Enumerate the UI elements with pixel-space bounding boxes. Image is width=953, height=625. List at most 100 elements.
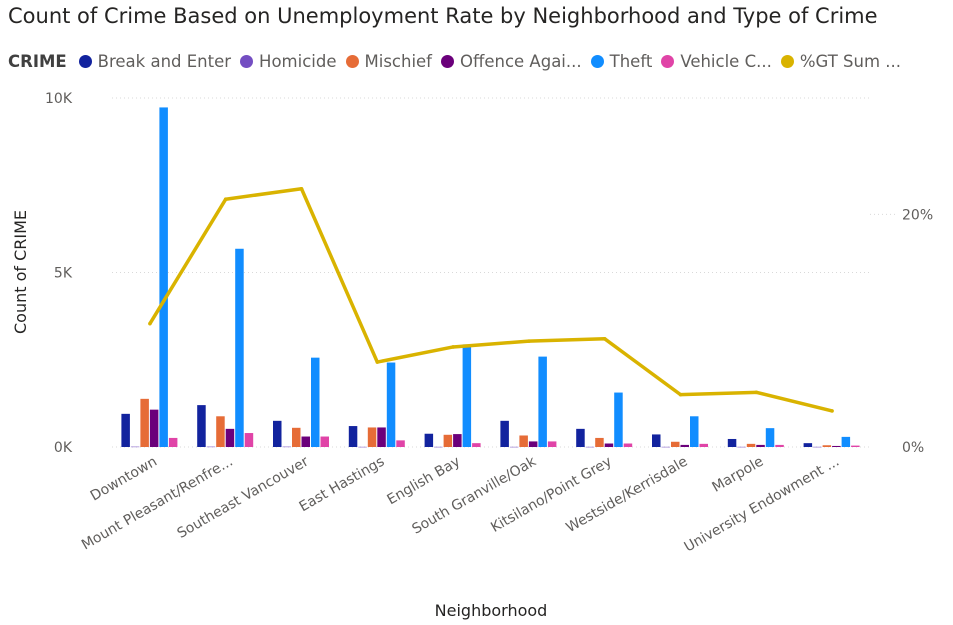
bar-homicide <box>358 446 367 448</box>
y-tick-label: 0K <box>54 440 73 456</box>
bar-vehicle-collision <box>244 433 254 447</box>
bar-mischief <box>140 398 149 447</box>
bar-theft <box>690 416 699 447</box>
line-point <box>148 321 152 326</box>
bar-vehicle-collision <box>168 437 178 447</box>
bar-break-and-enter <box>273 420 282 447</box>
bar-mischief <box>822 445 832 447</box>
legend-item-break-and-enter[interactable]: Break and Enter <box>78 51 232 71</box>
legend-swatch <box>240 54 254 68</box>
bar-vehicle-collision <box>547 441 557 447</box>
x-tick-label: Kitsilano/Point Grey <box>488 454 614 536</box>
bar-offence-against-a-person <box>453 434 462 447</box>
bar-homicide <box>737 446 746 448</box>
legend-swatch <box>661 54 675 68</box>
bar-theft <box>386 362 396 447</box>
line-point <box>223 197 228 202</box>
legend-label: Break and Enter <box>97 51 232 71</box>
bar-theft <box>538 356 547 447</box>
bar-offence-against-a-person <box>225 428 235 447</box>
legend-item-theft[interactable]: Theft <box>590 51 653 71</box>
legend-label: Homicide <box>259 51 337 71</box>
bar-offence-against-a-person <box>832 445 841 447</box>
legend-item-offence-agai[interactable]: Offence Agai... <box>441 52 582 71</box>
bar-theft <box>235 248 244 447</box>
line-point <box>451 345 455 349</box>
bar-mischief <box>671 441 680 447</box>
legend-item-homicide[interactable]: Homicide <box>240 51 337 71</box>
legend-label: Theft <box>609 51 653 71</box>
bar-offence-against-a-person <box>301 436 310 447</box>
bar-break-and-enter <box>348 426 358 447</box>
bar-offence-against-a-person <box>604 443 614 447</box>
x-tick-label: Marpole <box>709 454 766 496</box>
legend-item-gt-sum[interactable]: %GT Sum ... <box>780 51 902 71</box>
bar-break-and-enter <box>424 433 434 447</box>
bar-vehicle-collision <box>699 443 708 447</box>
line-point <box>678 392 683 397</box>
legend-label: Vehicle C... <box>680 51 772 71</box>
bar-offence-against-a-person <box>377 427 386 447</box>
bar-homicide <box>661 446 670 448</box>
bar-homicide <box>282 446 291 448</box>
bar-break-and-enter <box>803 443 813 447</box>
bar-vehicle-collision <box>775 444 784 447</box>
legend-swatch <box>590 54 604 68</box>
line-point <box>299 186 304 191</box>
bar-vehicle-collision <box>320 436 329 447</box>
x-axis-title: Neighborhood <box>435 601 548 620</box>
x-tick-label: Westside/Kerrisdale <box>564 454 691 537</box>
bar-homicide <box>585 446 595 448</box>
bar-mischief <box>216 416 225 447</box>
y2-tick-label: 20% <box>902 207 933 223</box>
legend-swatch <box>441 54 454 68</box>
legend: CRIME Break and Enter Homicide Mischief Off… <box>8 50 910 72</box>
bar-offence-against-a-person <box>680 444 689 447</box>
y-tick-label: 5K <box>54 266 73 282</box>
bar-mischief <box>292 427 301 447</box>
legend-item-mischief[interactable]: Mischief <box>345 51 433 71</box>
bar-vehicle-collision <box>472 443 481 447</box>
bar-break-and-enter <box>121 413 130 447</box>
bar-offence-against-a-person <box>756 444 765 447</box>
y2-tick-label: 0% <box>902 440 924 456</box>
bar-theft <box>765 428 775 447</box>
line-gt-sum <box>148 186 833 413</box>
bar-homicide <box>434 446 443 448</box>
bar-theft <box>614 392 623 447</box>
bar-theft <box>159 107 168 447</box>
bar-homicide <box>206 446 216 448</box>
legend-title: CRIME <box>8 51 67 71</box>
bar-break-and-enter <box>652 434 661 447</box>
x-tick-label: East Hastings <box>297 454 388 516</box>
bar-break-and-enter <box>727 438 737 447</box>
bar-mischief <box>746 443 756 447</box>
y-tick-label: 10K <box>45 91 73 107</box>
bar-homicide <box>813 446 822 448</box>
bar-theft <box>841 436 851 447</box>
bar-vehicle-collision <box>396 440 405 447</box>
bar-homicide <box>509 446 519 448</box>
chart-title: Count of Crime Based on Unemployment Rat… <box>8 4 878 28</box>
legend-swatch <box>78 54 92 68</box>
y-axis-title: Count of CRIME <box>11 210 30 334</box>
bar-mischief <box>443 434 453 447</box>
line-point <box>527 339 531 343</box>
bar-offence-against-a-person <box>149 409 159 447</box>
line-point <box>602 337 607 341</box>
bar-mischief <box>367 427 377 447</box>
line-point <box>375 360 380 364</box>
x-tick-label: South Granville/Oak <box>409 453 539 537</box>
bar-break-and-enter <box>197 405 206 447</box>
bar-offence-against-a-person <box>528 441 538 447</box>
bar-vehicle-collision <box>623 443 633 447</box>
line-point <box>830 409 834 413</box>
line-point <box>754 390 759 395</box>
legend-label: Mischief <box>364 51 433 71</box>
legend-label: %GT Sum ... <box>799 51 902 71</box>
legend-item-vehicle-c[interactable]: Vehicle C... <box>661 52 772 71</box>
legend-label: Offence Agai... <box>460 51 582 71</box>
bar-vehicle-collision <box>851 445 860 447</box>
